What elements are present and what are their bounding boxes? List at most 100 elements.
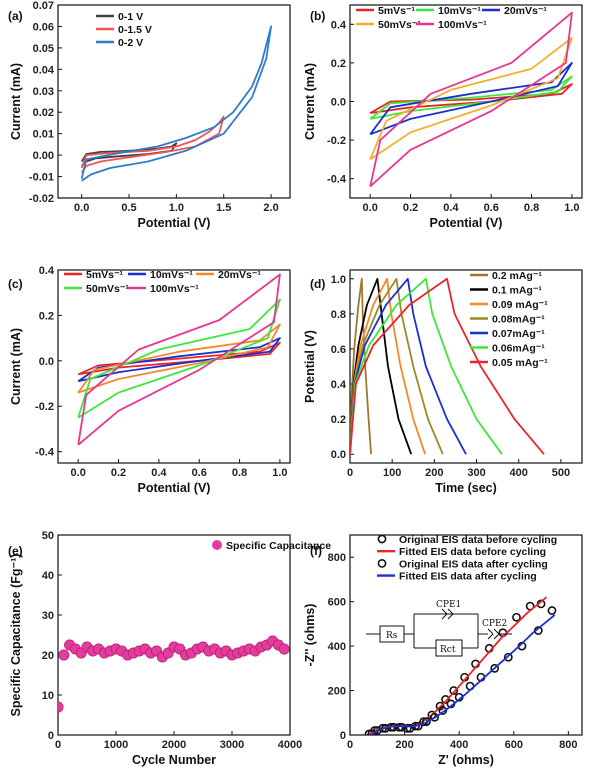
y-tick-label: 0.6	[331, 344, 346, 356]
y-tick-label: 600	[328, 597, 346, 609]
legend-label: 0.07mAg⁻¹	[492, 328, 545, 340]
y-tick-label: -0.2	[35, 401, 54, 413]
legend-label: 0-1 V	[118, 11, 143, 23]
y-tick-label: 0.07	[33, 0, 54, 12]
x-tick-label: 1000	[104, 739, 128, 751]
series-line	[350, 277, 413, 455]
x-tick-label: 0.0	[74, 202, 89, 214]
plot-area	[77, 273, 281, 446]
panel-a: 0.0 0.5 1.0 1.5 2.0 -0.02 -0.01 0.00 0.01 0.02 0.0…	[8, 0, 291, 230]
data-point	[58, 649, 70, 661]
data-point	[397, 722, 407, 732]
y-tick-label: 800	[328, 552, 346, 564]
data-point	[422, 717, 431, 727]
legend-entry: 0-2 V	[96, 37, 143, 49]
x-tick-label: 500	[552, 467, 570, 479]
legend-entry: 20mVs⁻¹	[482, 5, 547, 17]
legend-label: 0.1 mAg⁻¹	[492, 285, 542, 297]
legend-entry: 100mVs⁻¹	[128, 283, 199, 295]
x-tick-label: 0.0	[363, 202, 378, 214]
legend-entry: 100mVs⁻¹	[416, 19, 487, 31]
x-tick-label: 0.6	[192, 467, 207, 479]
x-tick-label: 1.0	[169, 202, 184, 214]
panel-label: (d)	[310, 277, 325, 291]
plot-area	[58, 635, 290, 713]
x-axis-label: Time (sec)	[435, 481, 497, 495]
x-tick-label: 0	[347, 739, 353, 751]
legend-entry: Fitted EIS data before cycling	[377, 546, 546, 558]
cpe2-label: CPE2	[482, 619, 507, 629]
y-tick-label: 0.4	[331, 19, 347, 31]
legend-entry: 0.1 mAg⁻¹	[470, 285, 542, 297]
y-tick-label: 20	[42, 650, 54, 662]
x-tick-label: 600	[505, 739, 523, 751]
y-tick-label: 0.8	[331, 309, 346, 321]
legend-label: 50mVs⁻¹	[378, 19, 421, 31]
data-point	[449, 686, 459, 695]
y-tick-label: -0.01	[29, 172, 54, 184]
x-tick-label: 0	[55, 739, 61, 751]
series-line	[350, 277, 426, 455]
legend-label: 100mVs⁻¹	[150, 283, 199, 295]
panel-label: (b)	[310, 9, 325, 23]
series-line	[80, 115, 225, 173]
data-point	[490, 663, 500, 673]
x-tick-label: 0.4	[443, 202, 459, 214]
panel-b: 0.0 0.2 0.4 0.6 0.8 1.0 -0.4 -0.2 0.0 0.2 0.4 Poten…	[303, 4, 583, 230]
series-line	[350, 277, 467, 455]
legend-label: 0.05 mAg⁻¹	[492, 357, 548, 369]
legend-label: Original EIS data before cycling	[399, 534, 557, 546]
y-tick-label: 0.04	[33, 64, 55, 76]
series-line	[369, 36, 573, 161]
y-tick-label: 1.0	[331, 274, 346, 286]
data-point	[512, 612, 521, 622]
cpe1-label: CPE1	[436, 600, 461, 610]
series-line	[370, 614, 556, 735]
x-axis-label: Potential (V)	[138, 216, 211, 230]
y-tick-label: 0	[48, 730, 54, 742]
x-tick-label: 2.0	[263, 202, 278, 214]
legend-entry: 10mVs⁻¹	[416, 5, 481, 17]
legend-label: 20mVs⁻¹	[218, 269, 261, 281]
y-tick-label: 10	[42, 690, 54, 702]
legend-label: 20mVs⁻¹	[504, 5, 547, 17]
legend-entry: 0.07mAg⁻¹	[470, 328, 545, 340]
data-point	[402, 723, 412, 733]
x-tick-label: 300	[467, 467, 485, 479]
legend-entry: 0.08mAg⁻¹	[470, 314, 545, 326]
y-tick-label: 0.4	[331, 379, 347, 391]
legend-entry: 0-1.5 V	[96, 24, 152, 36]
y-tick-label: 0.00	[33, 150, 54, 162]
cpe2-symbol	[487, 628, 500, 640]
panel-c: 0.0 0.2 0.4 0.6 0.8 1.0 -0.4 -0.2 0.0 0.2 0.4 Poten…	[8, 265, 291, 495]
data-point	[441, 695, 450, 704]
x-tick-label: 0.5	[121, 202, 136, 214]
panel-e: 0 1000 2000 3000 4000 0 10 20 30 40 50 Cycle Number…	[8, 530, 331, 767]
y-tick-label: 30	[42, 610, 54, 622]
y-tick-label: 50	[42, 530, 54, 542]
panel-label: (c)	[8, 277, 23, 291]
y-tick-label: 0.06	[33, 21, 54, 33]
y-tick-label: 0.2	[39, 310, 54, 322]
x-axis-label: Cycle Number	[132, 753, 216, 767]
legend-entry: Original EIS data after cycling	[377, 558, 548, 570]
x-axis-label: Potential (V)	[430, 216, 503, 230]
legend-entry: 0.06mAg⁻¹	[470, 343, 545, 355]
data-point	[430, 712, 440, 722]
x-axis-label: Z' (ohms)	[438, 753, 494, 767]
x-tick-label: 2000	[162, 739, 186, 751]
y-axis-label: Potential (V)	[303, 330, 317, 403]
y-tick-label: -0.4	[327, 174, 347, 186]
legend-entry: 10mVs⁻¹	[128, 269, 193, 281]
y-axis-label: Current (mA)	[9, 328, 23, 405]
y-tick-label: 0.2	[331, 414, 346, 426]
series-line	[369, 11, 573, 188]
legend-label: 5mVs⁻¹	[86, 269, 124, 281]
y-axis-label: -Z'' (ohms)	[303, 604, 317, 667]
legend-label: 10mVs⁻¹	[438, 5, 481, 17]
axes-frame	[57, 534, 291, 736]
data-point	[405, 723, 415, 733]
legend-label: 0.2 mAg⁻¹	[492, 270, 542, 282]
plot-area	[350, 277, 545, 455]
